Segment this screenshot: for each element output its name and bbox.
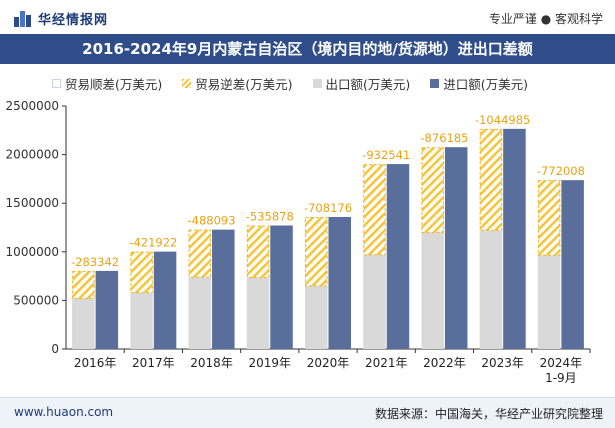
legend-swatch-import — [430, 79, 440, 88]
brand-logo-icon — [14, 10, 32, 27]
x-tick-label: 2019年 — [249, 356, 292, 370]
deficit-bar — [130, 251, 153, 294]
legend-item-surplus: 贸易顺差(万美元) — [52, 74, 162, 93]
export-bar — [72, 298, 95, 349]
deficit-data-label: -283342 — [71, 255, 119, 269]
slogan: 专业严谨 ● 客观科学 — [488, 12, 603, 26]
bar-chart: 0 500000 1000000 1500000 2000000 2500000 2016年… — [6, 99, 591, 385]
import-bar — [95, 270, 119, 349]
import-bar — [270, 225, 293, 349]
import-bar — [503, 128, 526, 349]
deficit-data-label: -488093 — [188, 214, 236, 228]
brand: 华经情报网 — [14, 9, 108, 28]
legend-label-export: 出口额(万美元) — [325, 77, 411, 92]
legend-label-surplus: 贸易顺差(万美元) — [65, 77, 163, 92]
export-bar — [479, 230, 503, 349]
x-tick-label: 2022年 — [423, 356, 466, 370]
footer-url[interactable]: www.huaon.com — [14, 405, 114, 419]
import-bar — [212, 229, 235, 349]
y-tick-label: 1500000 — [6, 196, 59, 210]
footer-source: 数据来源：中国海关，华经产业研究院整理 — [374, 407, 603, 421]
deficit-bar — [421, 147, 444, 233]
deficit-bar — [305, 216, 328, 287]
y-tick-label: 500000 — [13, 293, 59, 307]
legend-swatch-deficit — [182, 79, 192, 88]
deficit-bar — [479, 128, 503, 231]
import-bar — [444, 147, 468, 349]
y-tick-label: 2000000 — [6, 148, 59, 162]
deficit-bar — [363, 164, 386, 256]
export-bar — [188, 277, 212, 349]
x-tick-label: 2017年 — [132, 356, 175, 370]
import-bar — [153, 251, 177, 349]
x-tick-label: 2016年 — [74, 356, 117, 370]
legend-swatch-surplus — [52, 79, 61, 88]
import-bar — [561, 180, 584, 349]
x-tick-label: 2024年 1-9月 — [540, 356, 583, 385]
footer: www.huaon.com 数据来源：中国海关，华经产业研究院整理 — [0, 397, 615, 428]
import-bar — [328, 216, 351, 349]
export-bar — [130, 292, 153, 349]
x-tick-label: 2018年 — [190, 356, 233, 370]
top-bar: 华经情报网 专业严谨 ● 客观科学 — [0, 0, 615, 35]
legend-item-deficit: 贸易逆差(万美元) — [182, 74, 293, 93]
import-bar — [386, 164, 410, 349]
legend-item-export: 出口额(万美元) — [312, 74, 411, 93]
export-bar — [421, 232, 444, 349]
legend-item-import: 进口额(万美元) — [430, 74, 528, 93]
deficit-bar — [188, 229, 212, 278]
export-bar — [363, 254, 386, 349]
x-tick-label: 2020年 — [307, 356, 350, 370]
export-bar — [246, 277, 270, 349]
deficit-data-label: -1044985 — [475, 113, 530, 127]
legend-swatch-export — [312, 79, 322, 88]
deficit-data-label: -421922 — [129, 236, 177, 250]
legend-label-import: 进口额(万美元) — [443, 77, 529, 92]
chart-title: 2016-2024年9月内蒙古自治区（境内目的地/货源地）进出口差额 — [0, 34, 615, 64]
y-tick-label: 2500000 — [6, 99, 59, 113]
legend-label-deficit: 贸易逆差(万美元) — [195, 77, 293, 92]
deficit-data-label: -708176 — [304, 201, 352, 215]
deficit-data-label: -932541 — [362, 148, 410, 162]
deficit-data-label: -876185 — [420, 131, 468, 145]
export-bar — [305, 285, 328, 349]
y-tick-label: 0 — [51, 342, 59, 356]
export-bar — [537, 255, 561, 349]
x-tick-label: 2021年 — [365, 356, 408, 370]
y-tick-label: 1000000 — [6, 245, 59, 259]
deficit-bar — [537, 180, 561, 256]
chart-legend: 贸易顺差(万美元) 贸易逆差(万美元) 出口额(万美元) 进口额(万美元) — [52, 74, 548, 93]
deficit-bar — [246, 225, 270, 279]
deficit-data-label: -535878 — [246, 209, 294, 223]
x-tick-label: 2023年 — [481, 356, 524, 370]
brand-name: 华经情报网 — [38, 13, 109, 28]
deficit-bar — [72, 270, 95, 299]
deficit-data-label: -772008 — [537, 164, 585, 178]
